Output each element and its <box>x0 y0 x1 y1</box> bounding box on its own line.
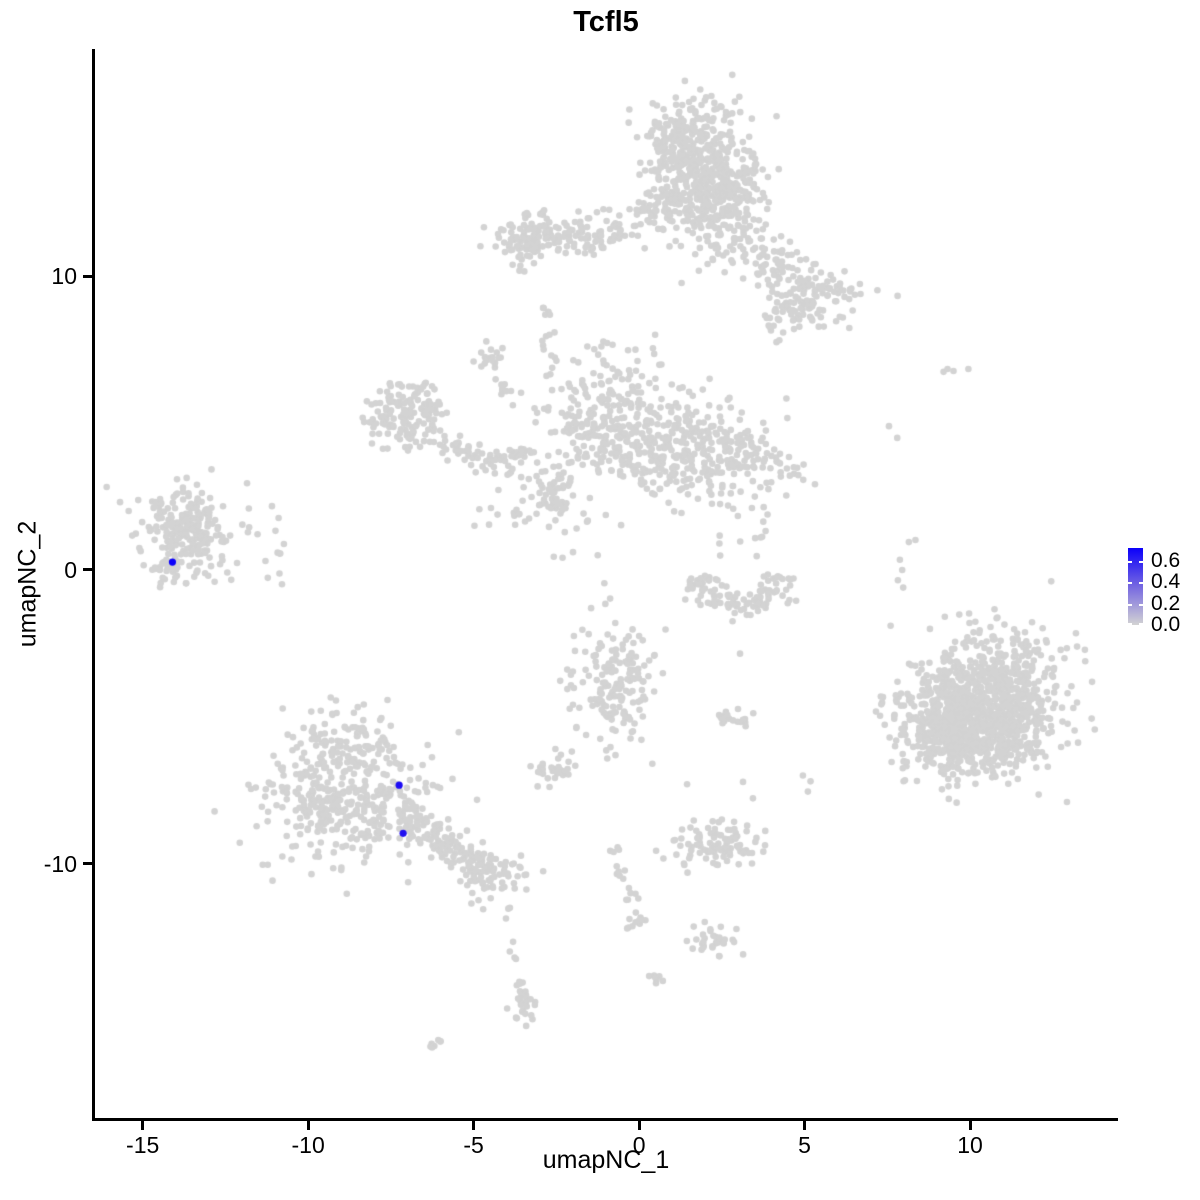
x-tick-label: 0 <box>632 1132 646 1158</box>
legend-tick-mark <box>1139 582 1143 585</box>
x-axis-line <box>92 1118 1118 1121</box>
y-axis-title: umapNC_2 <box>13 520 42 648</box>
legend-tick-mark <box>1139 603 1143 606</box>
legend-tick-mark <box>1139 623 1143 625</box>
x-tick-mark <box>306 1121 310 1130</box>
umap-scatter-canvas <box>95 49 1117 1118</box>
x-tick-label: -5 <box>463 1132 484 1158</box>
legend-tick-mark <box>1139 560 1143 563</box>
legend-tick-mark <box>1128 623 1132 625</box>
x-tick-label: 5 <box>798 1132 811 1158</box>
y-tick-label: 0 <box>64 556 77 583</box>
legend-tick-label: 0.4 <box>1151 570 1181 594</box>
legend-tick-mark <box>1128 603 1132 606</box>
x-tick-label: -15 <box>126 1132 160 1158</box>
legend-tick-mark <box>1128 560 1132 563</box>
x-axis-title: umapNC_1 <box>542 1146 670 1174</box>
x-tick-mark <box>637 1121 641 1130</box>
legend-gradient-bar <box>1128 548 1143 625</box>
y-axis-line <box>92 49 95 1121</box>
legend-tick-label: 0.6 <box>1151 548 1181 572</box>
x-tick-mark <box>472 1121 476 1130</box>
plot-panel <box>95 49 1117 1118</box>
legend-tick-label: 0.2 <box>1151 591 1181 615</box>
x-tick-label: -10 <box>291 1132 325 1158</box>
y-tick-label: -10 <box>43 850 77 877</box>
legend-tick-label: 0.0 <box>1151 613 1181 636</box>
x-tick-mark <box>803 1121 807 1130</box>
y-tick-mark <box>83 274 92 278</box>
y-tick-mark <box>83 568 92 572</box>
x-tick-mark <box>968 1121 972 1130</box>
legend-tick-mark <box>1128 582 1132 585</box>
x-tick-mark <box>141 1121 145 1130</box>
x-tick-label: 10 <box>957 1132 983 1158</box>
plot-title: Tcfl5 <box>573 6 639 38</box>
y-tick-label: 10 <box>51 263 77 290</box>
y-tick-mark <box>83 862 92 866</box>
